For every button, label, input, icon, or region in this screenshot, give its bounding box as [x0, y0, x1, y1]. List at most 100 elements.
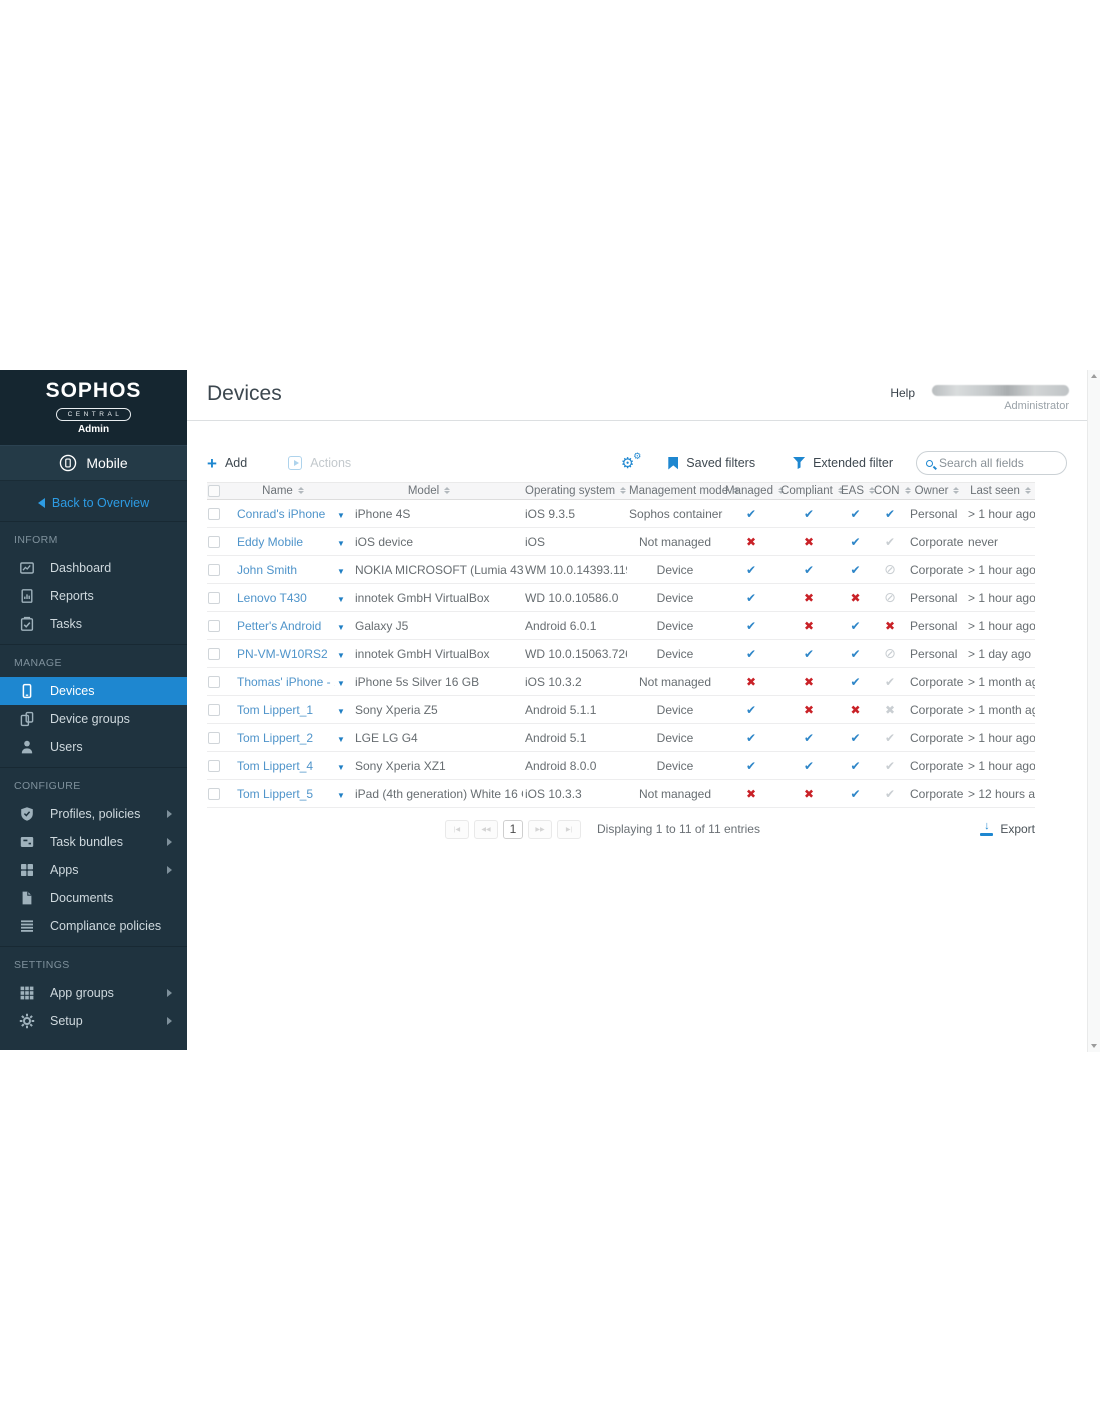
- column-header-compliant[interactable]: Compliant: [779, 482, 844, 500]
- row-dropdown-caret-icon[interactable]: ▼: [337, 538, 345, 548]
- sidebar-item-compliance-policies[interactable]: Compliance policies: [0, 912, 187, 940]
- cell-mode: Not managed: [627, 668, 724, 696]
- column-header-model[interactable]: Model: [335, 482, 524, 500]
- row-checkbox[interactable]: [208, 564, 220, 577]
- sidebar-item-users[interactable]: Users: [0, 733, 187, 761]
- cell-owner: Personal: [908, 612, 967, 640]
- row-checkbox[interactable]: [208, 508, 220, 521]
- column-label: Compliant: [781, 485, 833, 497]
- sidebar-item-tasks[interactable]: Tasks: [0, 610, 187, 638]
- device-name-link[interactable]: Tom Lippert_2: [237, 730, 314, 745]
- sidebar-item-profiles-policies[interactable]: Profiles, policies: [0, 800, 187, 828]
- user-menu[interactable]: Administrator: [932, 385, 1069, 412]
- current-page-button[interactable]: 1: [503, 819, 523, 839]
- table-row: Thomas' iPhone - 1 ▼ iPhone 5s Silver 16 G…: [207, 668, 1036, 696]
- row-checkbox[interactable]: [208, 704, 220, 717]
- scroll-down-arrow-icon[interactable]: [1091, 1044, 1097, 1048]
- column-header-owner[interactable]: Owner: [908, 482, 967, 500]
- device-name-link[interactable]: Conrad's iPhone: [237, 506, 326, 521]
- chevron-right-icon: [167, 1017, 172, 1025]
- row-checkbox[interactable]: [208, 648, 220, 661]
- cell-owner: Corporate: [908, 556, 967, 584]
- row-dropdown-caret-icon[interactable]: ▼: [337, 510, 345, 520]
- row-dropdown-caret-icon[interactable]: ▼: [337, 650, 345, 660]
- sidebar-item-device-groups[interactable]: Device groups: [0, 705, 187, 733]
- cell-os: iOS 9.3.5: [523, 500, 628, 528]
- row-dropdown-caret-icon[interactable]: ▼: [337, 678, 345, 688]
- sidebar-item-app-groups[interactable]: App groups: [0, 979, 187, 1007]
- device-name-link[interactable]: Lenovo T430: [237, 590, 307, 605]
- column-header-name[interactable]: Name: [231, 482, 335, 500]
- column-header-con[interactable]: CON: [872, 482, 911, 500]
- sidebar-item-dashboard[interactable]: Dashboard: [0, 554, 187, 582]
- devices-icon: [19, 683, 35, 699]
- sidebar-item-label: App groups: [50, 986, 114, 1000]
- row-checkbox[interactable]: [208, 676, 220, 689]
- sidebar-section: CONFIGURE Profiles, policies Task bundles A…: [0, 767, 187, 946]
- table-row: Tom Lippert_1 ▼ Sony Xperia Z5 Android 5.1.…: [207, 696, 1036, 724]
- table-footer: |◀ ◀◀ 1 ▶▶ ▶| Displaying 1 to 11 of 11 entri…: [207, 817, 1035, 841]
- device-name-link[interactable]: PN-VM-W10RS2: [237, 646, 328, 661]
- sidebar-item-label: Task bundles: [50, 835, 123, 849]
- row-dropdown-caret-icon[interactable]: ▼: [337, 622, 345, 632]
- device-name-link[interactable]: Tom Lippert_5: [237, 786, 314, 801]
- cross-icon: ✖: [803, 786, 815, 801]
- row-checkbox[interactable]: [208, 536, 220, 549]
- row-dropdown-caret-icon[interactable]: ▼: [337, 566, 345, 576]
- column-label: Managed: [725, 485, 773, 497]
- sidebar-item-label: Devices: [50, 684, 95, 698]
- back-to-overview-link[interactable]: Back to Overview: [0, 481, 187, 521]
- device-name-link[interactable]: Tom Lippert_1: [237, 702, 314, 717]
- check-icon: ✔: [850, 562, 861, 577]
- select-all-checkbox[interactable]: [208, 484, 220, 497]
- column-header-managed[interactable]: Managed: [723, 482, 784, 500]
- row-checkbox[interactable]: [208, 788, 220, 801]
- table-settings-gear-icon[interactable]: [621, 452, 642, 471]
- sidebar-item-reports[interactable]: Reports: [0, 582, 187, 610]
- row-dropdown-caret-icon[interactable]: ▼: [337, 762, 345, 772]
- extended-filter-button[interactable]: Extended filter: [793, 456, 893, 470]
- sidebar-item-apps[interactable]: Apps: [0, 856, 187, 884]
- vertical-scrollbar[interactable]: [1087, 370, 1100, 1052]
- sidebar-item-task-bundles[interactable]: Task bundles: [0, 828, 187, 856]
- saved-filters-button[interactable]: Saved filters: [668, 456, 755, 470]
- row-checkbox[interactable]: [208, 592, 220, 605]
- device-name-link[interactable]: Thomas' iPhone - 1: [237, 674, 335, 689]
- sidebar-item-label: Setup: [50, 1014, 83, 1028]
- cell-last_seen: > 1 hour ago: [966, 500, 1036, 528]
- scroll-up-arrow-icon[interactable]: [1091, 374, 1097, 378]
- search-input[interactable]: [939, 456, 1049, 470]
- search-box[interactable]: [916, 451, 1067, 475]
- row-checkbox[interactable]: [208, 620, 220, 633]
- row-dropdown-caret-icon[interactable]: ▼: [337, 594, 345, 604]
- column-header-eas[interactable]: EAS: [839, 482, 876, 500]
- check-icon: ✔: [803, 646, 815, 661]
- device-name-link[interactable]: John Smith: [237, 562, 298, 577]
- sidebar-item-setup[interactable]: Setup: [0, 1007, 187, 1035]
- help-link[interactable]: Help: [890, 386, 915, 400]
- select-all-header: [207, 482, 231, 500]
- column-header-os[interactable]: Operating system: [523, 482, 628, 500]
- actions-button[interactable]: Actions: [288, 456, 351, 470]
- column-header-last_seen[interactable]: Last seen: [966, 482, 1036, 500]
- row-dropdown-caret-icon[interactable]: ▼: [337, 706, 345, 716]
- row-dropdown-caret-icon[interactable]: ▼: [337, 790, 345, 800]
- device-name-link[interactable]: Eddy Mobile: [237, 534, 304, 549]
- setup-icon: [19, 1013, 35, 1029]
- sort-icon: [297, 487, 304, 495]
- sidebar-item-devices[interactable]: Devices: [0, 677, 187, 705]
- export-button[interactable]: Export: [980, 820, 1035, 836]
- search-icon: [926, 459, 933, 467]
- add-button[interactable]: Add: [207, 455, 247, 472]
- sidebar-item-documents[interactable]: Documents: [0, 884, 187, 912]
- cell-os: iOS: [523, 528, 628, 556]
- row-checkbox[interactable]: [208, 760, 220, 773]
- sidebar-section-label: INFORM: [14, 534, 58, 546]
- pagination: |◀ ◀◀ 1 ▶▶ ▶|: [445, 819, 581, 839]
- device-name-link[interactable]: Tom Lippert_4: [237, 758, 314, 773]
- column-header-mode[interactable]: Management mode: [627, 482, 740, 500]
- row-checkbox[interactable]: [208, 732, 220, 745]
- cell-model: iPad (4th generation) White 16 GB: [353, 780, 524, 808]
- device-name-link[interactable]: Petter's Android: [237, 618, 322, 633]
- row-dropdown-caret-icon[interactable]: ▼: [337, 734, 345, 744]
